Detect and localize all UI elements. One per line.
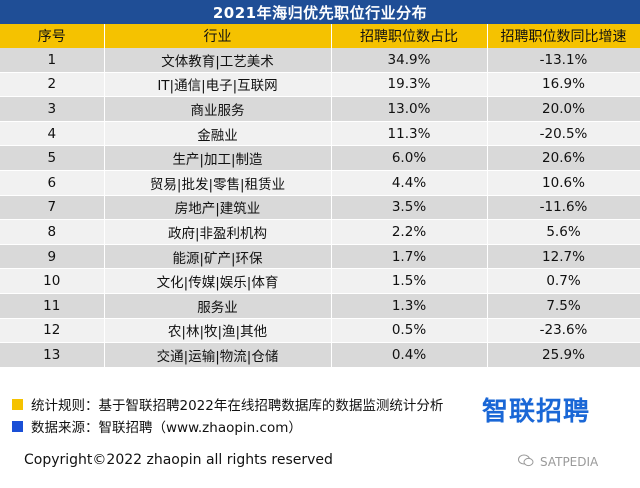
cell-no: 9	[0, 244, 105, 270]
table-row: 8 政府|非盈利机构 2.2% 5.6%	[0, 219, 640, 245]
header-share: 招聘职位数占比	[331, 24, 488, 48]
cell-share: 11.3%	[331, 121, 488, 147]
table-row: 11 服务业 1.3% 7.5%	[0, 293, 640, 319]
table-row: 10 文化|传媒|娱乐|体育 1.5% 0.7%	[0, 268, 640, 294]
cell-industry: 金融业	[104, 121, 332, 147]
cell-industry: IT|通信|电子|互联网	[104, 72, 332, 98]
cell-growth: 7.5%	[487, 293, 640, 319]
cell-growth: 20.0%	[487, 96, 640, 122]
cell-growth: -11.6%	[487, 195, 640, 221]
cell-growth: -23.6%	[487, 318, 640, 344]
table-row: 2 IT|通信|电子|互联网 19.3% 16.9%	[0, 72, 640, 98]
rule-note: 统计规则：基于智联招聘2022年在线招聘数据库的数据监测统计分析	[12, 394, 443, 414]
cell-no: 13	[0, 342, 105, 368]
cell-share: 19.3%	[331, 72, 488, 98]
cell-industry: 房地产|建筑业	[104, 195, 332, 221]
watermark: SATPEDIA	[518, 454, 598, 470]
watermark-text: SATPEDIA	[540, 455, 599, 469]
cell-industry: 服务业	[104, 293, 332, 319]
cell-growth: 12.7%	[487, 244, 640, 270]
yellow-square-icon	[12, 398, 23, 410]
table-row: 9 能源|矿产|环保 1.7% 12.7%	[0, 244, 640, 270]
cell-share: 1.7%	[331, 244, 488, 270]
header-industry: 行业	[104, 24, 332, 48]
cell-share: 34.9%	[331, 48, 488, 73]
wechat-icon	[518, 454, 534, 470]
table-row: 12 农|林|牧|渔|其他 0.5% -23.6%	[0, 318, 640, 344]
header-no: 序号	[0, 24, 105, 48]
cell-share: 13.0%	[331, 96, 488, 122]
cell-no: 12	[0, 318, 105, 344]
header-row: 序号 行业 招聘职位数占比 招聘职位数同比增速	[0, 24, 640, 48]
cell-no: 10	[0, 268, 105, 294]
cell-industry: 农|林|牧|渔|其他	[104, 318, 332, 344]
cell-no: 3	[0, 96, 105, 122]
blue-square-icon	[12, 420, 23, 432]
cell-no: 1	[0, 48, 105, 73]
cell-growth: 5.6%	[487, 219, 640, 245]
cell-growth: 0.7%	[487, 268, 640, 294]
copyright-text: Copyright©2022 zhaopin all rights reserv…	[24, 452, 333, 468]
cell-no: 4	[0, 121, 105, 147]
cell-growth: 10.6%	[487, 170, 640, 196]
cell-industry: 交通|运输|物流|仓储	[104, 342, 332, 368]
table-row: 3 商业服务 13.0% 20.0%	[0, 96, 640, 122]
cell-industry: 文体教育|工艺美术	[104, 48, 332, 73]
cell-no: 6	[0, 170, 105, 196]
cell-share: 6.0%	[331, 145, 488, 171]
table-row: 13 交通|运输|物流|仓储 0.4% 25.9%	[0, 342, 640, 368]
cell-industry: 政府|非盈利机构	[104, 219, 332, 245]
cell-share: 1.3%	[331, 293, 488, 319]
source-text: 数据来源：智联招聘（www.zhaopin.com）	[31, 420, 302, 436]
table-title: 2021年海归优先职位行业分布	[0, 0, 640, 24]
cell-growth: 16.9%	[487, 72, 640, 98]
cell-no: 11	[0, 293, 105, 319]
cell-growth: -13.1%	[487, 48, 640, 73]
cell-industry: 商业服务	[104, 96, 332, 122]
cell-no: 7	[0, 195, 105, 221]
industry-table: 序号 行业 招聘职位数占比 招聘职位数同比增速 1 文体教育|工艺美术 34.9% -…	[0, 24, 640, 368]
cell-share: 4.4%	[331, 170, 488, 196]
source-note: 数据来源：智联招聘（www.zhaopin.com）	[12, 416, 302, 436]
cell-industry: 能源|矿产|环保	[104, 244, 332, 270]
cell-growth: -20.5%	[487, 121, 640, 147]
table-row: 1 文体教育|工艺美术 34.9% -13.1%	[0, 48, 640, 73]
header-growth: 招聘职位数同比增速	[487, 24, 640, 48]
table-row: 5 生产|加工|制造 6.0% 20.6%	[0, 145, 640, 171]
cell-share: 0.4%	[331, 342, 488, 368]
cell-share: 2.2%	[331, 219, 488, 245]
cell-growth: 20.6%	[487, 145, 640, 171]
cell-share: 0.5%	[331, 318, 488, 344]
cell-no: 8	[0, 219, 105, 245]
cell-share: 3.5%	[331, 195, 488, 221]
cell-no: 2	[0, 72, 105, 98]
table-row: 7 房地产|建筑业 3.5% -11.6%	[0, 195, 640, 221]
cell-no: 5	[0, 145, 105, 171]
cell-share: 1.5%	[331, 268, 488, 294]
cell-industry: 生产|加工|制造	[104, 145, 332, 171]
cell-growth: 25.9%	[487, 342, 640, 368]
cell-industry: 贸易|批发|零售|租赁业	[104, 170, 332, 196]
zhaopin-logo: 智联招聘	[482, 397, 591, 427]
rule-text: 统计规则：基于智联招聘2022年在线招聘数据库的数据监测统计分析	[31, 398, 444, 414]
table-row: 4 金融业 11.3% -20.5%	[0, 121, 640, 147]
cell-industry: 文化|传媒|娱乐|体育	[104, 268, 332, 294]
table-row: 6 贸易|批发|零售|租赁业 4.4% 10.6%	[0, 170, 640, 196]
